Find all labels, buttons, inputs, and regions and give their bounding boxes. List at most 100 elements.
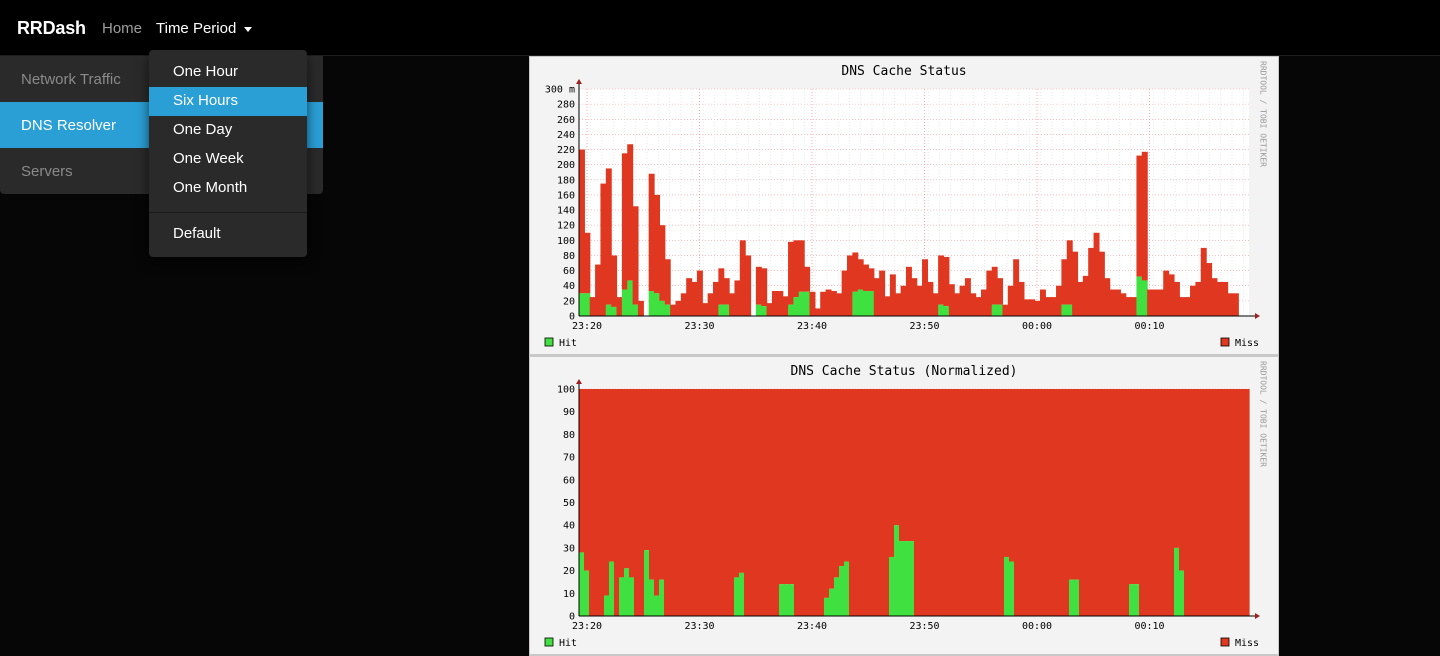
y-tick-label: 120 <box>557 221 575 232</box>
miss-bar <box>964 278 971 316</box>
miss-bar <box>718 268 725 305</box>
miss-bar <box>814 389 820 616</box>
miss-bar <box>1200 247 1207 316</box>
miss-bar <box>929 389 935 616</box>
y-tick-label: 140 <box>557 206 575 217</box>
miss-bar <box>637 300 644 316</box>
miss-bar <box>911 278 918 316</box>
hit-bar <box>761 306 768 316</box>
y-axis-arrow <box>576 79 582 84</box>
miss-bar <box>739 389 745 573</box>
miss-bar <box>714 389 720 616</box>
miss-bar <box>829 389 835 589</box>
miss-bar <box>857 259 864 290</box>
miss-bar <box>934 389 940 616</box>
miss-bar <box>981 289 987 316</box>
dns-cache-status-normalized-chart: DNS Cache Status (Normalized) RRDTOOL / T… <box>544 361 1268 649</box>
miss-bar <box>675 300 682 316</box>
miss-bar <box>1179 389 1185 571</box>
miss-bar <box>954 389 960 616</box>
miss-bar <box>975 297 982 316</box>
miss-bar <box>1002 304 1009 316</box>
miss-bar <box>852 252 859 292</box>
hit-bar <box>829 588 835 616</box>
miss-bar <box>699 389 705 616</box>
miss-bar <box>1059 389 1065 616</box>
miss-bar <box>629 389 635 578</box>
hit-bar <box>1141 280 1148 316</box>
miss-bar <box>621 153 628 290</box>
y-tick-label: 20 <box>563 566 575 577</box>
miss-bar <box>1194 389 1200 616</box>
sidebar-item-servers[interactable]: Servers <box>0 148 323 194</box>
miss-bar <box>997 278 1004 305</box>
miss-bar <box>1174 389 1180 548</box>
miss-bar <box>1054 389 1060 616</box>
miss-bar <box>1045 297 1052 316</box>
hit-legend-swatch <box>544 637 554 647</box>
miss-bar <box>1104 278 1111 316</box>
y-tick-label: 50 <box>563 498 575 509</box>
miss-bar <box>1082 275 1089 316</box>
miss-bar <box>789 389 795 585</box>
miss-bar <box>1190 285 1196 316</box>
miss-bar <box>723 278 730 305</box>
miss-bar <box>604 389 610 596</box>
miss-bar <box>627 144 634 281</box>
miss-bar <box>782 296 789 316</box>
menu-item-default[interactable]: Default <box>149 220 307 249</box>
time-period-dropdown-toggle[interactable]: Time Period <box>156 20 253 37</box>
miss-bar <box>669 389 675 616</box>
miss-bar <box>1120 293 1127 316</box>
miss-bar <box>1136 155 1143 277</box>
miss-bar <box>1079 389 1085 616</box>
miss-bar <box>991 266 998 305</box>
x-axis-arrow <box>1255 613 1260 619</box>
miss-bar <box>1232 293 1239 316</box>
hit-bar <box>579 552 585 616</box>
miss-legend-swatch <box>1220 337 1230 347</box>
miss-bar <box>999 389 1005 616</box>
miss-bar <box>766 303 773 316</box>
miss-bar <box>1069 389 1075 580</box>
sidebar-item-network-traffic[interactable]: Network Traffic <box>0 56 323 102</box>
brand-logo[interactable]: RRDash <box>17 18 86 38</box>
miss-bar <box>868 268 875 292</box>
menu-item-one-month[interactable]: One Month <box>149 174 307 203</box>
sidebar-item-label: Servers <box>21 163 73 180</box>
menu-item-one-day[interactable]: One Day <box>149 116 307 145</box>
miss-bar <box>779 389 785 585</box>
y-axis-arrow <box>576 379 582 384</box>
x-axis-arrow <box>1255 313 1260 319</box>
miss-bar <box>949 389 955 616</box>
miss-bar <box>895 293 902 316</box>
y-tick-label: 20 <box>563 296 575 307</box>
miss-bar <box>1189 389 1195 616</box>
miss-bar <box>889 274 896 316</box>
menu-item-six-hours[interactable]: Six Hours <box>149 87 307 116</box>
miss-bar <box>745 255 752 316</box>
miss-bar <box>691 281 698 316</box>
miss-bar <box>1199 389 1205 616</box>
hit-bar <box>1066 304 1073 316</box>
miss-bar <box>859 389 865 616</box>
menu-item-one-week[interactable]: One Week <box>149 145 307 174</box>
x-tick-label: 00:10 <box>1134 321 1164 332</box>
miss-bar <box>1050 297 1057 316</box>
nav-home-link[interactable]: Home <box>102 20 143 37</box>
miss-bar <box>1152 289 1159 316</box>
hit-bar <box>852 291 859 316</box>
miss-bar <box>684 389 690 616</box>
hit-bar <box>1009 561 1015 616</box>
miss-bar <box>670 304 677 316</box>
y-tick-label: 300 m <box>545 85 575 96</box>
miss-bar <box>1204 389 1210 616</box>
miss-bar <box>944 389 950 616</box>
dns-cache-status-graph: DNS Cache Status RRDTOOL / TOBI OETIKER 0 2… <box>530 57 1278 354</box>
miss-bar <box>1211 278 1218 316</box>
miss-bar <box>1234 389 1240 616</box>
hit-bar <box>654 595 660 616</box>
miss-bar <box>1124 389 1130 616</box>
miss-bar <box>719 389 725 616</box>
menu-item-one-hour[interactable]: One Hour <box>149 58 307 87</box>
